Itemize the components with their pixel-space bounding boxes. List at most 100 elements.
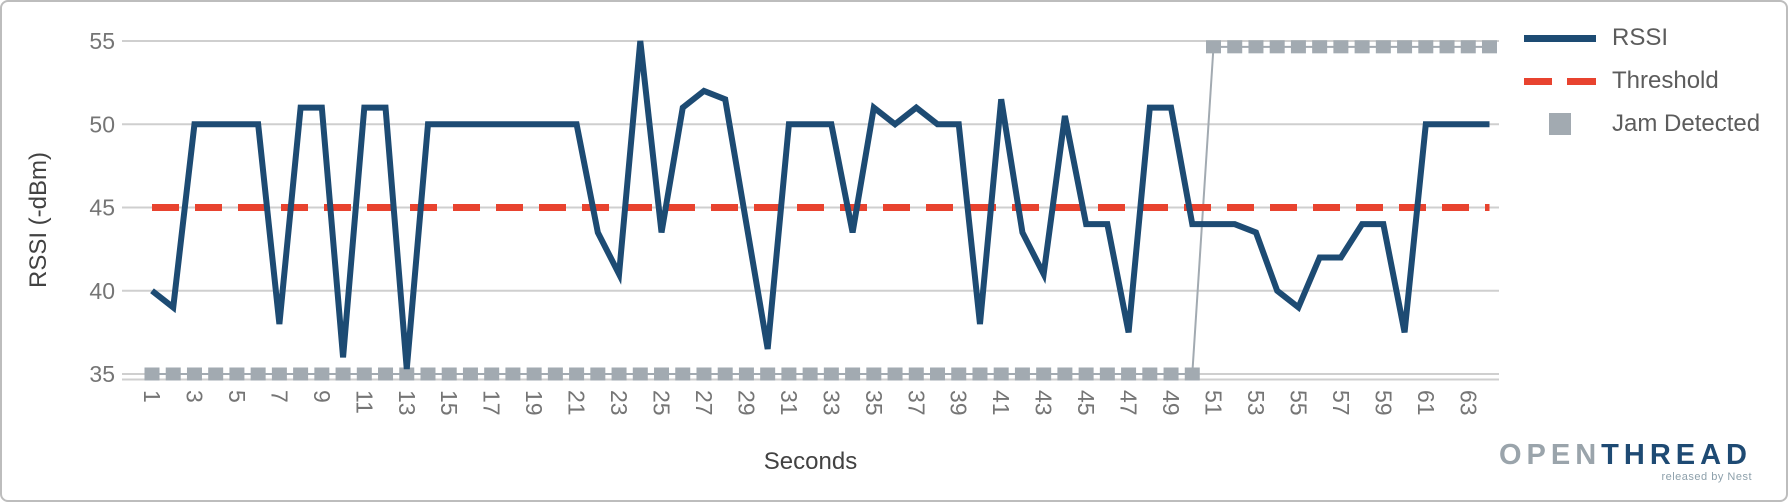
jam-detected-marker (1397, 40, 1413, 54)
jam-detected-marker (1142, 367, 1158, 381)
jam-detected-marker (1333, 40, 1349, 54)
jam-detected-marker (908, 367, 924, 381)
x-tick-label-39: 39 (946, 390, 972, 416)
legend-label-jam-detected: Jam Detected (1612, 110, 1761, 137)
x-tick-label-43: 43 (1031, 390, 1057, 416)
jam-detected-marker (1078, 367, 1094, 381)
x-tick-label-51: 51 (1201, 390, 1227, 416)
x-tick-label-53: 53 (1243, 390, 1269, 416)
y-tick-label-50: 50 (89, 111, 115, 137)
jam-detected-marker (802, 367, 818, 381)
jam-detected-marker (293, 367, 309, 381)
jam-detected-marker (547, 367, 563, 381)
jam-detected-marker (1269, 40, 1285, 54)
x-tick-label-15: 15 (436, 390, 462, 416)
x-axis-title: Seconds (763, 448, 858, 475)
x-tick-label-37: 37 (903, 390, 929, 416)
jam-detected-marker (229, 367, 245, 381)
logo-open-text: OPEN (1498, 439, 1602, 471)
x-tick-label-7: 7 (266, 390, 292, 403)
jam-detected-marker (378, 367, 394, 381)
jam-detected-marker (462, 367, 478, 381)
jam-detected-marker (993, 367, 1009, 381)
jam-detected-marker (208, 367, 224, 381)
jam-detected-marker (526, 367, 542, 381)
jam-detected-marker (887, 367, 903, 381)
jam-detected-marker (675, 367, 691, 381)
jam-detected-marker (484, 367, 500, 381)
jam-detected-marker (781, 367, 797, 381)
x-tick-label-11: 11 (351, 390, 377, 414)
rssi-line-swatch-icon (1524, 34, 1596, 42)
x-tick-label-23: 23 (606, 390, 632, 416)
x-tick-label-13: 13 (394, 390, 420, 416)
jam-detected-marker (335, 367, 351, 381)
jam-detected-marker (696, 367, 712, 381)
x-tick-label-21: 21 (564, 390, 590, 416)
jam-detected-marker (1184, 367, 1200, 381)
x-tick-label-5: 5 (224, 390, 250, 403)
jam-detected-marker (505, 367, 521, 381)
jam-detected-marker (1481, 40, 1497, 54)
logo-subtext: released by Nest (1661, 470, 1752, 483)
x-tick-label-49: 49 (1158, 390, 1184, 416)
x-tick-label-3: 3 (181, 390, 207, 403)
jam-detected-marker (1248, 40, 1264, 54)
legend-label-rssi: RSSI (1612, 24, 1669, 51)
x-tick-label-17: 17 (479, 390, 505, 416)
jam-detected-marker (611, 367, 627, 381)
jam-detected-marker (823, 367, 839, 381)
jam-detected-marker (186, 367, 202, 381)
x-tick-label-63: 63 (1455, 390, 1481, 416)
jam-detected-marker (1057, 367, 1073, 381)
jam-detected-marker (845, 367, 861, 381)
jam-detected-marker (314, 367, 330, 381)
x-tick-label-41: 41 (988, 390, 1014, 416)
jam-detected-marker (1439, 40, 1455, 54)
x-tick-label-1: 1 (139, 390, 165, 403)
legend-item-jam-detected: Jam Detected (1524, 110, 1760, 138)
y-tick-label-40: 40 (89, 278, 115, 304)
x-tick-label-35: 35 (861, 390, 887, 416)
y-tick-label-35: 35 (89, 361, 115, 387)
jam-detected-marker (356, 367, 372, 381)
jam-detected-marker (717, 367, 733, 381)
jam-detected-marker (1163, 367, 1179, 381)
x-tick-label-31: 31 (776, 390, 802, 416)
logo-thread-text: THREAD (1601, 439, 1752, 471)
jam-detected-marker (930, 367, 946, 381)
x-tick-label-61: 61 (1413, 390, 1439, 416)
jam-detected-marker (441, 367, 457, 381)
jam-detected-marker (866, 367, 882, 381)
jam-detected-marker (1227, 40, 1243, 54)
jam-detected-marker (972, 367, 988, 381)
jam-detected-marker (1036, 367, 1052, 381)
jam-detected-marker (1312, 40, 1328, 54)
threshold-dash-swatch-icon (1524, 77, 1596, 85)
jam-detected-marker (1014, 367, 1030, 381)
jam-detected-marker (1099, 367, 1115, 381)
jam-detected-marker (654, 367, 670, 381)
x-tick-label-59: 59 (1370, 390, 1396, 416)
jam-detected-marker (632, 367, 648, 381)
jam-detected-marker (1206, 40, 1221, 54)
legend-item-rssi: RSSI (1524, 24, 1760, 52)
x-tick-label-57: 57 (1328, 390, 1354, 416)
jam-detected-marker (569, 367, 585, 381)
x-tick-label-55: 55 (1285, 390, 1311, 416)
openthread-logo: OPENTHREAD released by Nest (1498, 439, 1752, 483)
jam-detected-marker (1354, 40, 1370, 54)
legend-label-threshold: Threshold (1612, 67, 1719, 94)
jam-detected-marker (1460, 40, 1476, 54)
x-tick-label-19: 19 (521, 390, 547, 416)
jam-detected-marker (951, 367, 967, 381)
jam-detected-marker (1121, 367, 1137, 381)
y-tick-label-55: 55 (89, 28, 115, 54)
jam-detected-marker (399, 367, 415, 381)
legend-item-threshold: Threshold (1524, 67, 1760, 95)
jam-detected-marker (738, 367, 754, 381)
x-tick-label-25: 25 (649, 390, 675, 416)
openthread-logo-wordmark: OPENTHREAD (1498, 439, 1752, 472)
